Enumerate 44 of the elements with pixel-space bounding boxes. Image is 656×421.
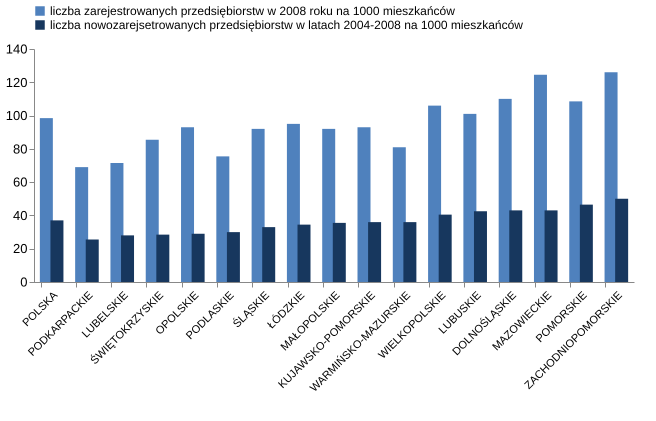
bar — [146, 140, 159, 282]
bar — [262, 227, 276, 282]
bar — [181, 127, 194, 282]
bar — [534, 74, 547, 282]
bar — [604, 72, 618, 282]
y-tick-label: 140 — [6, 42, 28, 56]
bar — [75, 167, 88, 282]
bar — [463, 114, 476, 282]
bar — [298, 224, 310, 282]
y-tick-label: 0 — [20, 274, 28, 290]
bar — [569, 101, 582, 282]
bar — [428, 106, 442, 282]
bar — [544, 210, 558, 282]
y-tick-label: 80 — [13, 141, 28, 156]
bar — [40, 118, 53, 282]
bar — [509, 210, 522, 282]
y-tick-label: 100 — [6, 108, 28, 124]
bar — [358, 127, 370, 282]
bar — [322, 128, 336, 282]
bar — [110, 163, 124, 282]
y-tick-label: 20 — [13, 241, 28, 256]
legend-label: liczba zarejestrowanych przedsiębiorstw w 2008 roku na 1000 mieszkańców — [50, 4, 456, 18]
legend-label: liczba nowozarejsetrowanych przedsiębiorstw w latach 2004-2008 na 1000 mieszkańców — [50, 18, 524, 32]
y-tick-label: 40 — [13, 208, 28, 223]
bar — [498, 98, 512, 282]
bar — [156, 234, 170, 282]
bar — [216, 156, 230, 282]
bar — [121, 235, 134, 282]
bar — [438, 214, 452, 282]
bar — [474, 211, 487, 282]
bar — [368, 222, 382, 282]
bar — [392, 147, 406, 282]
bar — [252, 128, 265, 282]
bar — [615, 198, 628, 282]
bar — [86, 240, 99, 282]
y-tick-label: 120 — [6, 74, 28, 90]
bar — [403, 222, 416, 282]
bar — [226, 232, 240, 282]
bar — [332, 222, 346, 282]
y-tick-label: 60 — [13, 174, 28, 190]
bar — [286, 124, 300, 282]
bar — [580, 204, 593, 282]
bar — [192, 234, 205, 282]
bar — [50, 220, 64, 282]
